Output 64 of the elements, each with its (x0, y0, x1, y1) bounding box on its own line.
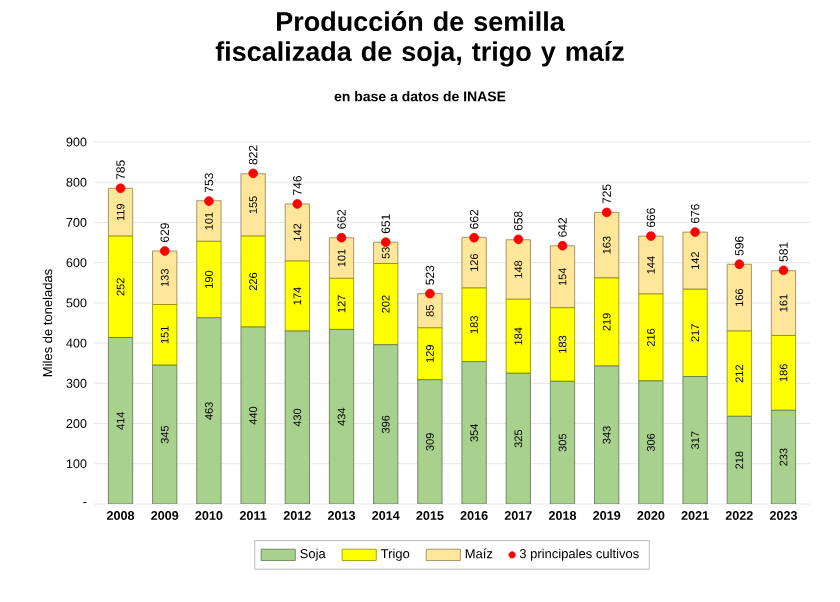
bar (770, 409, 797, 504)
bar (549, 245, 576, 309)
bar (107, 187, 134, 237)
bar (196, 317, 222, 504)
bar (284, 260, 310, 332)
bar (770, 270, 797, 336)
point (380, 237, 391, 247)
bar (594, 277, 620, 367)
point (513, 234, 524, 245)
bar (196, 240, 222, 319)
point (115, 183, 126, 194)
bar (726, 415, 752, 504)
point (646, 231, 656, 241)
bar (682, 376, 708, 504)
bar (549, 380, 576, 504)
bar (373, 344, 399, 504)
bar (682, 231, 708, 290)
bar (417, 327, 443, 381)
bar (107, 235, 134, 338)
bar (638, 293, 664, 382)
point (204, 196, 214, 206)
bar (682, 288, 708, 377)
bar (196, 200, 222, 242)
bar (240, 173, 266, 237)
bar (373, 263, 399, 346)
bar (461, 287, 487, 363)
bar (284, 330, 310, 504)
bar (638, 235, 664, 295)
bar (594, 365, 620, 504)
bar (328, 329, 355, 504)
point (690, 227, 700, 237)
bar (107, 337, 134, 504)
bar (240, 235, 266, 328)
point (425, 288, 435, 299)
bar (328, 277, 355, 330)
point (292, 199, 303, 209)
bar (152, 304, 178, 366)
bar (505, 372, 531, 504)
chart-title: Producción de semilla fiscalizada de soja, trigo y maíz (215, 11, 624, 67)
point (557, 240, 568, 251)
bar (328, 237, 355, 279)
bar (726, 330, 752, 417)
bar (505, 239, 531, 300)
bar (638, 380, 664, 504)
point (159, 246, 170, 256)
bar (417, 293, 443, 329)
point (778, 265, 789, 276)
bar (594, 211, 620, 279)
bar (284, 203, 310, 262)
point (248, 168, 258, 179)
bar (549, 307, 576, 382)
bar (505, 298, 531, 374)
point (469, 232, 479, 243)
bar (461, 236, 487, 289)
bar (461, 361, 487, 504)
point (601, 207, 612, 218)
bar (152, 250, 178, 305)
bar (152, 364, 178, 504)
point (336, 232, 347, 243)
bar (726, 263, 752, 332)
bar (417, 379, 443, 504)
bar (770, 335, 797, 411)
point (734, 259, 745, 270)
bar (240, 326, 266, 504)
